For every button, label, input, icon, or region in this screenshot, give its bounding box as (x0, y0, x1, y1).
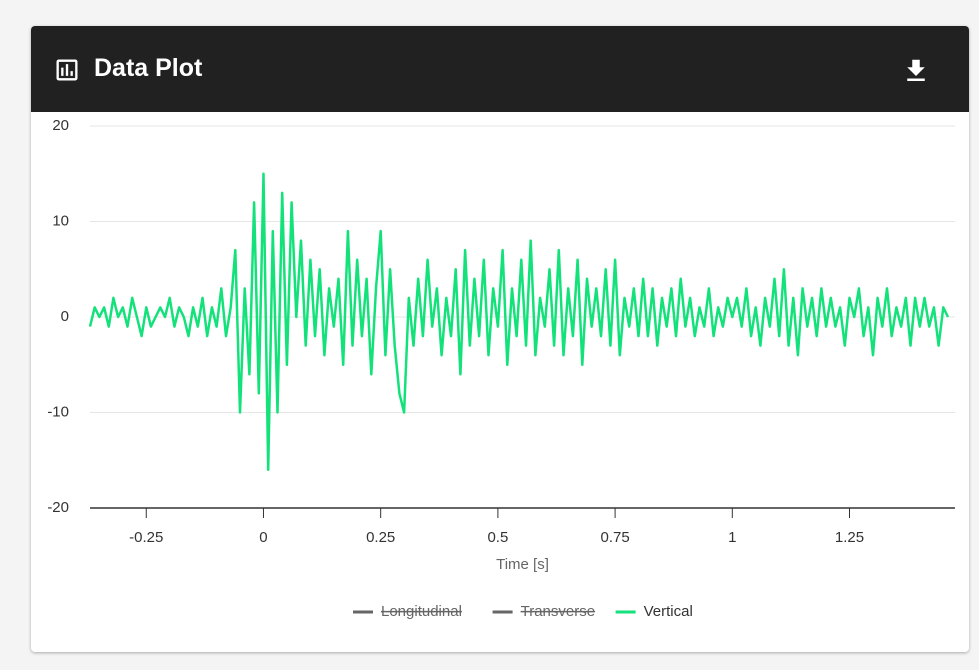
chart-icon (56, 59, 78, 81)
x-tick-label: 1 (728, 529, 736, 546)
chart: -20 -10 0 10 20 -0.25 0 0.25 0.5 0.75 1 1.25 Time [s… (47, 117, 955, 620)
y-tick-label: 10 (52, 212, 69, 229)
legend-item[interactable]: Transverse (492, 603, 595, 620)
x-axis-title: Time [s] (496, 556, 549, 573)
download-button[interactable] (901, 56, 931, 86)
card: Data Plot -20 -10 0 10 20 -0.25 0 0.25 0.5 0.75 1 1… (31, 26, 969, 652)
x-tick-label: -0.25 (129, 529, 163, 546)
y-tick-label: -20 (47, 499, 69, 516)
data-line (88, 172, 950, 472)
x-tick-label: 0.25 (366, 529, 395, 546)
x-tick-label: 1.25 (835, 529, 864, 546)
legend-label: Transverse (521, 603, 595, 620)
x-tick-label: 0.75 (600, 529, 629, 546)
y-tick-label: 0 (61, 308, 69, 325)
y-tick-label: -10 (47, 403, 69, 420)
x-tick-label: 0.5 (487, 529, 508, 546)
legend-label: Vertical (644, 603, 693, 620)
card-title: Data Plot (94, 54, 203, 82)
y-tick-label: 20 (52, 117, 69, 134)
legend-label: Longitudinal (381, 603, 462, 620)
legend-item[interactable]: Vertical (615, 603, 693, 620)
legend-item[interactable]: Longitudinal (353, 603, 462, 620)
card-header: Data Plot (31, 26, 969, 112)
x-tick-label: 0 (259, 529, 267, 546)
